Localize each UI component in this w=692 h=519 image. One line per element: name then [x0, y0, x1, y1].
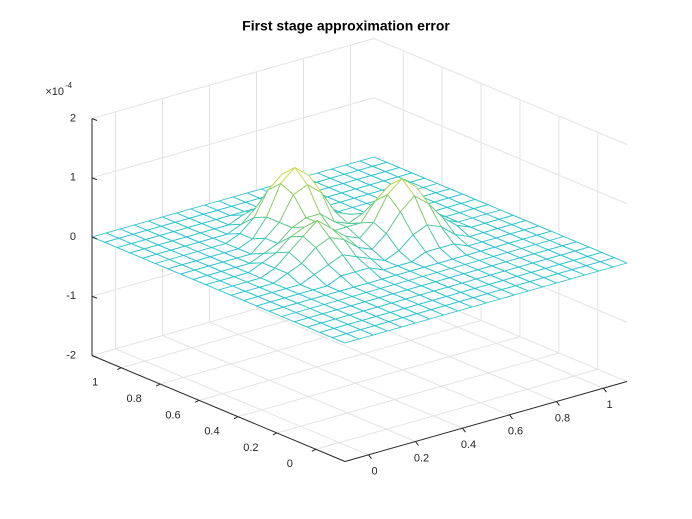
y-tick: [194, 399, 200, 403]
y-tick: [116, 367, 122, 371]
y-tick: [233, 416, 239, 420]
grid-line: [162, 335, 416, 442]
x-tick: [368, 454, 372, 460]
y-tick-label: 0.8: [126, 393, 141, 405]
z-tick-label: 0: [70, 231, 76, 243]
mesh-cell: [331, 333, 360, 344]
grid-line: [373, 97, 628, 205]
z-tick: [91, 236, 98, 240]
grid-line: [237, 336, 521, 418]
chart-title: First stage approximation error: [242, 18, 450, 34]
grid-line: [315, 368, 598, 450]
z-tick: [91, 177, 98, 181]
x-tick-label: 0.4: [461, 439, 476, 451]
grid-line: [276, 352, 560, 434]
y-tick-label: 0: [287, 458, 293, 470]
grid-line: [91, 97, 375, 179]
y-tick-label: 0.4: [204, 426, 219, 438]
x-tick: [603, 387, 607, 393]
z-tick: [91, 355, 98, 358]
x-tick: [509, 414, 513, 420]
z-multiplier-exponent: -4: [65, 81, 73, 90]
x-axis: [344, 381, 628, 462]
x-tick: [556, 401, 560, 406]
grid-line: [373, 38, 628, 145]
y-tick: [311, 448, 317, 452]
z-tick-label: -1: [66, 290, 76, 302]
x-tick-label: 0.2: [414, 452, 429, 464]
x-tick: [462, 427, 466, 433]
z-tick-label: 2: [70, 112, 76, 124]
grid-line: [256, 308, 510, 416]
grid-line: [115, 348, 369, 456]
x-tick: [415, 441, 419, 446]
x-tick-label: 0: [371, 466, 377, 478]
y-tick-label: 1: [92, 377, 98, 389]
z-tick: [91, 118, 98, 121]
z-tick-label: 1: [70, 172, 76, 184]
grid-line: [91, 38, 375, 119]
x-tick-label: 0.6: [508, 426, 523, 438]
x-tick-label: 1: [606, 399, 612, 411]
grid-line: [198, 319, 482, 401]
x-tick-label: 0.8: [555, 412, 570, 424]
y-tick-label: 0.2: [243, 442, 258, 454]
z-tick: [91, 295, 98, 299]
y-tick: [272, 432, 278, 436]
grid-line: [209, 321, 463, 429]
z-tick-label: -2: [66, 349, 76, 361]
y-axis: [91, 355, 346, 462]
z-multiplier-base: ×10: [45, 86, 64, 98]
y-tick: [155, 383, 161, 387]
y-tick-label: 0.6: [165, 409, 180, 421]
